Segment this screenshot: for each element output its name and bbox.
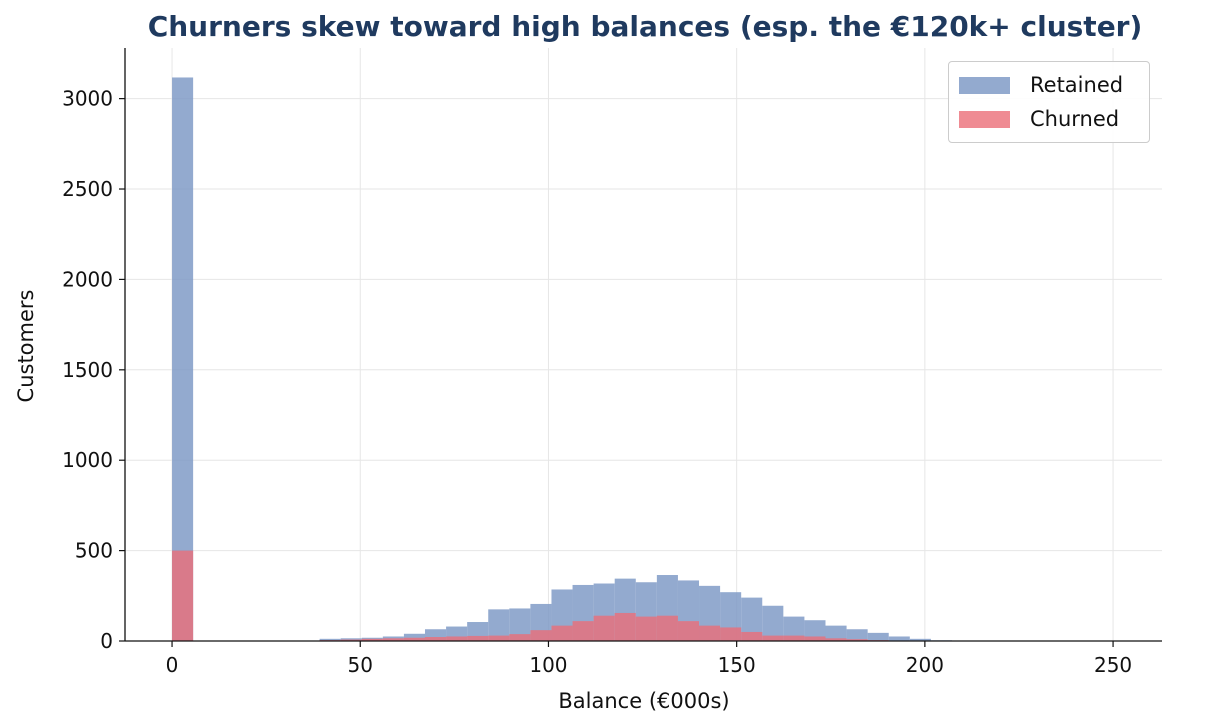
y-tick-label: 1500 — [62, 358, 113, 382]
bar-churned — [804, 636, 826, 641]
y-axis-label: Customers — [14, 290, 38, 403]
bar-retained — [319, 638, 341, 641]
bar-churned — [551, 625, 573, 641]
bar-churned — [572, 621, 594, 641]
y-tick-label: 2000 — [62, 267, 113, 291]
x-axis-label: Balance (€000s) — [558, 689, 729, 713]
legend-label-retained: Retained — [1030, 73, 1124, 97]
y-tick-label: 3000 — [62, 87, 113, 111]
bar-retained — [509, 608, 531, 641]
bar-retained — [825, 625, 847, 641]
x-tick-label: 0 — [166, 653, 179, 677]
x-tick-label: 250 — [1094, 653, 1132, 677]
bar-churned — [424, 637, 447, 641]
bar-churned — [403, 637, 425, 641]
bar-churned — [593, 615, 615, 641]
bar-churned — [488, 635, 510, 641]
bar-churned — [656, 615, 678, 641]
y-tick-label: 0 — [100, 629, 113, 653]
bar-churned — [699, 625, 721, 641]
bar-retained — [762, 605, 784, 641]
legend-swatch-retained — [959, 76, 1010, 94]
bar-churned — [762, 635, 784, 641]
x-tick-label: 200 — [906, 653, 944, 677]
bar-retained — [172, 77, 194, 641]
legend: Retained Churned — [948, 61, 1150, 143]
bar-churned — [783, 635, 805, 641]
bar-retained — [403, 633, 425, 641]
bar-churned — [467, 635, 489, 641]
bar-retained — [424, 629, 447, 641]
bar-churned — [382, 638, 404, 641]
bar-retained — [741, 597, 763, 641]
retained-bars — [172, 77, 995, 641]
legend-swatch-churned — [959, 110, 1010, 128]
y-tick-label: 1000 — [62, 448, 113, 472]
bar-retained — [867, 632, 889, 641]
bar-churned — [509, 634, 531, 641]
churned-bars — [172, 550, 931, 641]
bar-churned — [741, 631, 763, 641]
chart-title: Churners skew toward high balances (esp.… — [147, 10, 1143, 43]
legend-item-retained: Retained — [959, 72, 1123, 98]
x-tick-label: 100 — [529, 653, 567, 677]
y-tick-label: 2500 — [62, 177, 113, 201]
bar-retained — [846, 629, 868, 641]
bar-retained — [888, 636, 910, 641]
bar-retained — [909, 638, 931, 641]
bar-churned — [361, 638, 383, 641]
bar-churned — [677, 621, 700, 641]
bar-churned — [446, 636, 468, 641]
x-tick-label: 150 — [718, 653, 756, 677]
bar-retained — [783, 616, 805, 641]
legend-label-churned: Churned — [1030, 107, 1120, 131]
bar-churned — [846, 639, 868, 641]
bar-churned — [720, 627, 742, 641]
bar-retained — [804, 620, 826, 641]
bar-churned — [825, 638, 847, 641]
axes — [119, 48, 1162, 647]
bar-churned — [340, 639, 362, 641]
x-tick-label: 50 — [348, 653, 373, 677]
y-tick-label: 500 — [75, 539, 113, 563]
bar-churned — [530, 630, 552, 641]
bar-churned — [172, 550, 194, 641]
bar-churned — [635, 616, 657, 641]
bar-retained — [488, 609, 510, 641]
legend-item-churned: Churned — [959, 106, 1119, 132]
bar-churned — [614, 612, 636, 641]
